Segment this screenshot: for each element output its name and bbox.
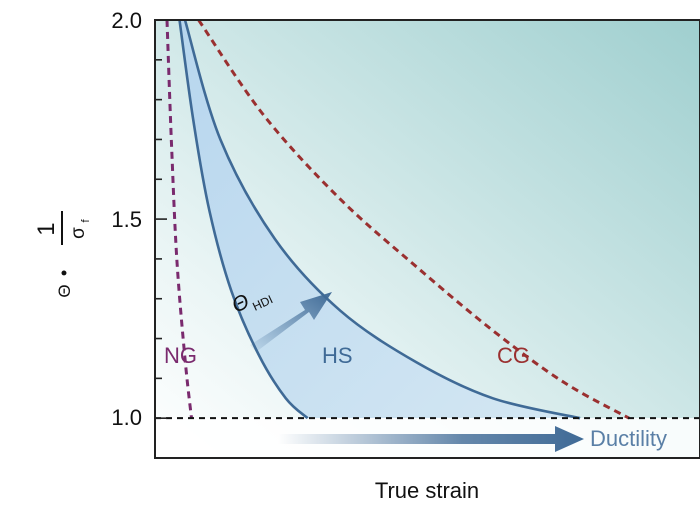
ytick-label-2-0: 2.0 <box>111 8 142 33</box>
hs-label: HS <box>322 343 353 368</box>
ytick-label-1-0: 1.0 <box>111 405 142 430</box>
ductility-arrow <box>278 426 584 452</box>
y-axis-denominator: σ <box>68 227 89 239</box>
y-axis-dot: • <box>54 270 74 276</box>
series-line-hs-bound-1 <box>178 20 309 420</box>
plot-frame <box>154 19 700 459</box>
ytick-label-1-5: 1.5 <box>111 207 142 232</box>
series-line-ng <box>165 20 193 419</box>
hdi-arrow <box>250 292 332 352</box>
y-axis-theta: Θ <box>55 284 74 297</box>
series-line-hs-bound-2 <box>183 20 581 420</box>
hs-region <box>179 20 581 419</box>
y-axis-denominator-sub: f <box>80 219 92 223</box>
ductility-label: Ductility <box>590 426 667 451</box>
y-axis-ticks <box>155 19 167 419</box>
y-axis-numerator: 1 <box>33 222 60 235</box>
cg-label: CG <box>497 343 530 368</box>
ng-label: NG <box>164 343 197 368</box>
x-axis-title: True strain <box>375 478 479 503</box>
y-axis-title: Θ • 1 σ f <box>33 211 92 298</box>
